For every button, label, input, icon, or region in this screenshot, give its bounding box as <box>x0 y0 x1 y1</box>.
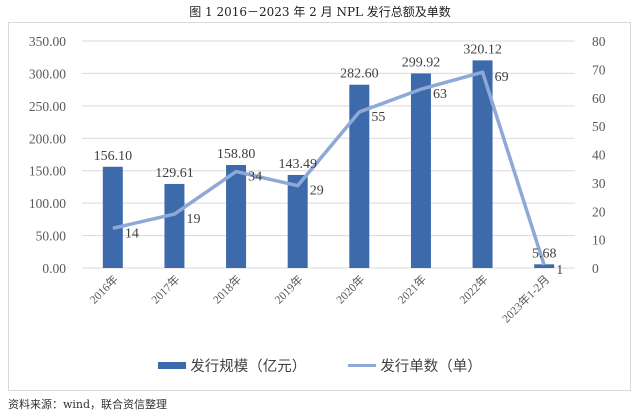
x-tick-label: 2018年 <box>210 272 244 306</box>
legend-item-bar: 发行规模（亿元） <box>158 355 306 376</box>
right-tick-label: 30 <box>592 176 606 191</box>
right-tick-label: 70 <box>592 62 606 77</box>
line-value-label: 1 <box>556 263 563 278</box>
right-tick-label: 60 <box>592 91 606 106</box>
bar-value-label: 320.12 <box>463 42 502 57</box>
x-axis: 2016年 2017年 2018年 2019年 2020年 2021年 2022年 2023年… <box>87 272 553 325</box>
bar-value-label: 282.60 <box>340 67 379 82</box>
left-tick-label: 300.00 <box>29 66 66 81</box>
line-value-label: 34 <box>248 170 262 185</box>
chart-frame <box>8 22 631 391</box>
line-series <box>112 70 546 266</box>
left-tick-label: 250.00 <box>29 99 66 114</box>
left-tick-label: 150.00 <box>29 164 66 179</box>
left-axis: 0.00 50.00 100.00 150.00 200.00 250.00 300.00 3… <box>29 34 66 276</box>
bar-value-label: 158.80 <box>217 147 256 162</box>
x-tick-label: 2021年 <box>395 272 429 306</box>
bar <box>534 264 555 268</box>
right-tick-label: 40 <box>592 148 606 163</box>
right-tick-label: 20 <box>592 204 606 219</box>
left-tick-label: 0.00 <box>42 261 66 276</box>
legend-line-label: 发行单数（单） <box>380 359 482 375</box>
legend: 发行规模（亿元） 发行单数（单） <box>0 355 640 376</box>
x-tick-label: 2019年 <box>272 272 306 306</box>
right-tick-label: 50 <box>592 119 606 134</box>
left-tick-label: 50.00 <box>36 229 67 244</box>
bar-value-label: 143.49 <box>278 157 317 172</box>
left-tick-label: 200.00 <box>29 131 66 146</box>
line-swatch-icon <box>348 364 377 367</box>
line-value-label: 14 <box>125 226 139 241</box>
x-tick-label: 2016年 <box>87 272 121 306</box>
legend-bar-label: 发行规模（亿元） <box>190 359 307 375</box>
line-value-label: 19 <box>186 212 200 227</box>
bar <box>472 60 493 268</box>
bar-value-label: 299.92 <box>402 55 441 70</box>
bar-swatch-icon <box>158 362 187 369</box>
x-tick-label: 2017年 <box>148 272 182 306</box>
bar <box>102 166 123 268</box>
gridlines <box>82 40 575 269</box>
bar-value-label: 5.68 <box>532 246 557 261</box>
bar-value-label: 129.61 <box>155 166 194 181</box>
left-tick-label: 350.00 <box>29 34 66 49</box>
x-tick-label: 2023年1-2月 <box>499 272 552 325</box>
bar <box>226 165 247 268</box>
bar-value-label: 156.10 <box>94 149 133 164</box>
line-path <box>112 70 546 266</box>
data-labels: 156.10 129.61 158.80 143.49 282.60 299.92 320.… <box>94 42 564 278</box>
right-tick-label: 10 <box>592 233 606 248</box>
bar <box>164 183 185 268</box>
left-tick-label: 100.00 <box>29 196 66 211</box>
line-value-label: 55 <box>371 110 385 125</box>
right-tick-label: 0 <box>592 261 599 276</box>
line-value-label: 29 <box>310 184 324 199</box>
x-tick-label: 2020年 <box>333 272 367 306</box>
chart-title: 图 1 2016－2023 年 2 月 NPL 发行总额及单数 <box>189 5 451 19</box>
bar <box>349 84 370 268</box>
source-note: 资料来源：wind，联合资信整理 <box>8 398 168 411</box>
line-value-label: 63 <box>433 87 447 102</box>
bar-series <box>102 60 555 268</box>
x-tick-label: 2022年 <box>456 272 490 306</box>
right-axis: 0 10 20 30 40 50 60 70 80 <box>592 34 606 276</box>
bar <box>287 174 308 268</box>
line-value-label: 69 <box>495 70 509 85</box>
legend-item-line: 发行单数（单） <box>348 355 482 376</box>
right-tick-label: 80 <box>592 34 606 49</box>
bar <box>410 73 431 268</box>
